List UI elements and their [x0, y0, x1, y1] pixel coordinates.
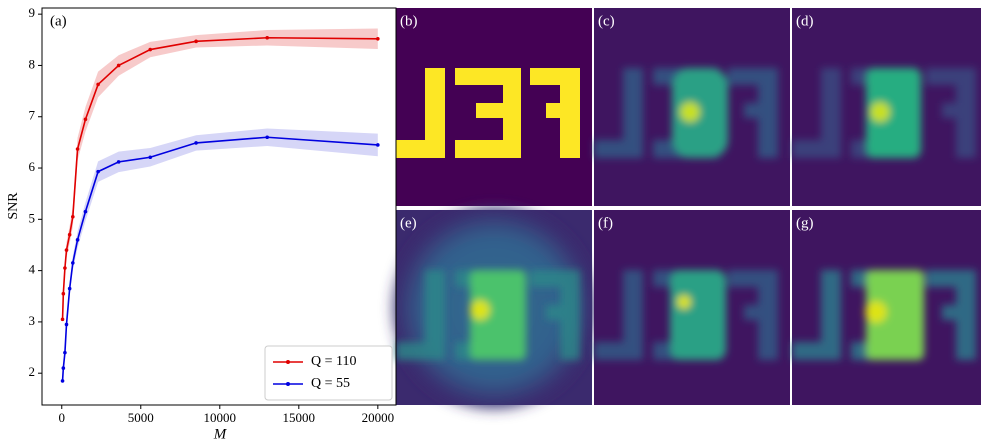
point — [71, 261, 75, 265]
panel-label: (d) — [796, 13, 814, 29]
x-tick-label: 0 — [59, 410, 66, 425]
panel-g-image — [792, 270, 976, 360]
panel-label: (c) — [598, 13, 615, 29]
x-axis-label: M — [213, 426, 228, 442]
point — [60, 379, 65, 383]
point — [75, 238, 80, 242]
legend-marker — [286, 360, 290, 364]
point — [64, 248, 69, 252]
y-tick-label: 3 — [29, 313, 36, 328]
y-tick-label: 4 — [29, 262, 36, 277]
y-tick-label: 8 — [29, 56, 36, 71]
point — [83, 209, 88, 214]
y-axis-label: SNR — [6, 192, 21, 220]
point — [75, 147, 80, 151]
series-line — [61, 36, 378, 320]
point — [116, 160, 121, 164]
point — [61, 366, 66, 370]
legend: Q = 110 Q = 55 — [264, 345, 393, 401]
point — [71, 214, 75, 219]
panel-label: (b) — [400, 13, 418, 29]
y-tick-label: 7 — [29, 108, 36, 123]
point — [194, 39, 198, 44]
panel-label: (f) — [598, 215, 613, 231]
plot-frame — [41, 7, 397, 406]
y-tick-label: 6 — [29, 159, 36, 174]
x-tick-label: 20000 — [362, 410, 395, 425]
panel-f-image — [594, 270, 778, 360]
point — [83, 117, 88, 122]
point — [64, 322, 69, 327]
point — [148, 47, 153, 52]
legend-label: Q = 110 — [311, 354, 357, 369]
point — [116, 63, 121, 68]
x-tick-label: 10000 — [204, 410, 237, 425]
legend-marker — [286, 382, 290, 386]
point — [67, 232, 72, 237]
point — [96, 169, 100, 174]
y-tick-label: 2 — [29, 364, 36, 379]
point — [376, 143, 380, 147]
point — [61, 291, 66, 296]
panel-c-image — [594, 68, 778, 158]
y-tick-label: 5 — [29, 210, 36, 225]
point — [148, 155, 153, 160]
image-panels: (b) (c) (d) (e) (f) (g) — [394, 8, 981, 408]
point — [376, 36, 380, 41]
point — [96, 82, 100, 87]
point — [60, 317, 65, 322]
x-tick-label: 15000 — [283, 410, 316, 425]
y-tick-label: 9 — [29, 5, 36, 20]
point — [265, 135, 270, 140]
panel-e-image — [396, 270, 580, 360]
point — [63, 350, 67, 355]
point — [265, 35, 270, 40]
series-line — [61, 136, 378, 381]
point — [67, 286, 72, 291]
panel-d-image — [792, 68, 976, 158]
legend-box — [264, 345, 393, 401]
panel-label: (a) — [50, 13, 67, 29]
point — [194, 141, 198, 145]
panel-label: (g) — [796, 215, 814, 231]
point — [63, 266, 67, 270]
legend-label: Q = 55 — [311, 376, 350, 391]
panel-label: (e) — [400, 215, 417, 231]
x-tick-label: 5000 — [128, 410, 154, 425]
